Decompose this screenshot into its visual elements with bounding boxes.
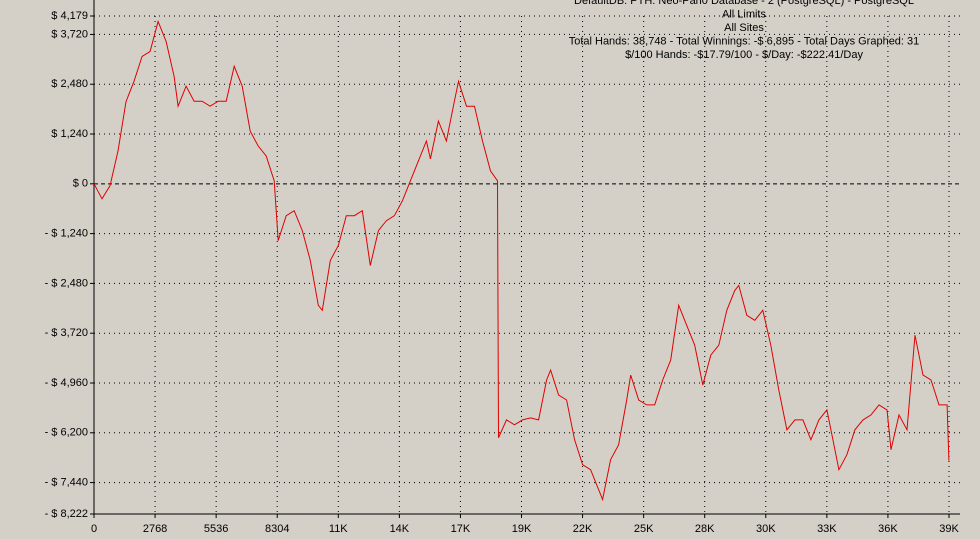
y-tick-label: $ 4,179: [51, 10, 88, 22]
x-tick-label: 17K: [451, 523, 471, 535]
x-tick-label: 11K: [329, 523, 348, 535]
title-line: Total Hands: 38,748 - Total Winnings: -$…: [569, 35, 920, 47]
x-tick-label: 2768: [143, 523, 167, 535]
x-tick-label: 39K: [939, 523, 959, 535]
x-tick-label: 36K: [878, 523, 898, 535]
y-tick-label: $ 0: [73, 178, 88, 190]
y-tick-label: - $ 8,222: [45, 508, 88, 520]
title-line: All Limits: [722, 8, 767, 20]
y-tick-label: - $ 3,720: [45, 327, 88, 339]
y-tick-label: - $ 1,240: [45, 228, 88, 240]
y-tick-label: - $ 6,200: [45, 427, 88, 439]
title-line: All Sites: [724, 22, 764, 34]
y-tick-label: - $ 2,480: [45, 277, 88, 289]
y-tick-label: $ 1,240: [51, 128, 88, 140]
x-tick-label: 22K: [573, 523, 593, 535]
x-tick-label: 8304: [265, 523, 289, 535]
x-tick-label: 25K: [634, 523, 654, 535]
x-tick-label: 5536: [204, 523, 228, 535]
y-tick-label: - $ 7,440: [45, 477, 88, 489]
title-line: $/100 Hands: -$17.79/100 - $/Day: -$222.…: [625, 49, 863, 61]
y-tick-label: $ 3,720: [51, 28, 88, 40]
x-tick-label: 14K: [390, 523, 410, 535]
y-tick-label: - $ 4,960: [45, 377, 88, 389]
x-tick-label: 30K: [756, 523, 776, 535]
x-tick-label: 0: [91, 523, 97, 535]
x-tick-label: 33K: [817, 523, 837, 535]
title-line: DefaultDB: PTH: Neo-Pan0 Database - 2 (P…: [574, 0, 914, 7]
x-tick-label: 28K: [695, 523, 715, 535]
line-series: [93, 19, 950, 502]
x-tick-label: 19K: [512, 523, 532, 535]
y-tick-label: $ 2,480: [51, 78, 88, 90]
